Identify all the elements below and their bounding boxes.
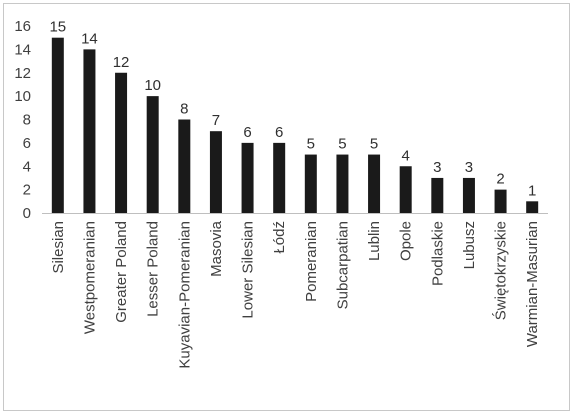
data-label-6: 6 [243, 124, 251, 141]
data-label-7: 6 [275, 124, 283, 141]
bar-10 [368, 154, 381, 213]
data-label-5: 7 [212, 112, 220, 129]
bar-3 [146, 96, 159, 213]
bar-5 [209, 131, 222, 213]
category-label-6: Lower Silesian [240, 221, 257, 319]
category-label-0: Silesian [50, 221, 67, 274]
category-label-7: Łódź [271, 221, 288, 254]
y-tick-label-14: 14 [14, 41, 31, 58]
bar-7 [273, 142, 286, 213]
category-label-2: Greater Poland [113, 221, 130, 323]
bar-15 [526, 201, 539, 213]
y-tick-label-2: 2 [23, 182, 31, 199]
bar-6 [241, 142, 254, 213]
category-label-3: Lesser Poland [145, 221, 162, 317]
bar-8 [304, 154, 317, 213]
data-labels: 15 14 12 10 8 7 6 6 5 5 5 4 3 3 2 1 [49, 19, 536, 200]
data-label-8: 5 [307, 136, 315, 153]
category-label-10: Lublin [366, 221, 383, 261]
data-label-0: 15 [49, 19, 66, 36]
data-label-13: 3 [465, 159, 473, 176]
category-label-9: Subcarpatian [334, 221, 351, 309]
bar-11 [399, 166, 412, 213]
y-tick-label-12: 12 [14, 65, 31, 82]
bar-13 [462, 177, 475, 213]
category-label-8: Pomeranian [303, 221, 320, 302]
y-tick-label-0: 0 [23, 205, 31, 222]
category-label-1: Westpomeranian [81, 221, 98, 334]
data-label-14: 2 [496, 171, 504, 188]
data-label-15: 1 [528, 182, 536, 199]
category-label-15: Warmian-Masurian [524, 221, 541, 347]
y-axis-ticks: 0 2 4 6 8 10 12 14 16 [14, 18, 31, 222]
data-label-1: 14 [81, 30, 98, 47]
data-label-12: 3 [433, 159, 441, 176]
category-label-13: Lubusz [461, 221, 478, 269]
y-tick-label-16: 16 [14, 18, 31, 35]
category-labels: Silesian Westpomeranian Greater Poland Less… [50, 220, 541, 368]
bar-12 [431, 177, 444, 213]
bar-0 [51, 37, 64, 213]
data-label-10: 5 [370, 136, 378, 153]
category-label-12: Podlaskie [429, 221, 446, 286]
category-label-14: Świętokrzyskie [492, 221, 510, 320]
y-tick-label-8: 8 [23, 112, 31, 129]
data-label-2: 12 [113, 54, 130, 71]
y-tick-label-10: 10 [14, 88, 31, 105]
data-label-3: 10 [144, 77, 161, 94]
bar-1 [83, 49, 96, 213]
bar-4 [178, 119, 191, 213]
category-label-5: Masovia [208, 220, 225, 277]
category-label-11: Opole [398, 221, 415, 261]
data-label-4: 8 [180, 101, 188, 118]
data-label-11: 4 [402, 147, 410, 164]
category-label-4: Kuyavian-Pomeranian [176, 221, 193, 369]
bar-9 [336, 154, 349, 213]
bar-14 [494, 189, 507, 213]
y-tick-label-4: 4 [23, 158, 31, 175]
chart-frame [3, 3, 570, 411]
bar-2 [115, 72, 128, 213]
data-label-9: 5 [338, 136, 346, 153]
bars [51, 37, 539, 213]
y-tick-label-6: 6 [23, 135, 31, 152]
